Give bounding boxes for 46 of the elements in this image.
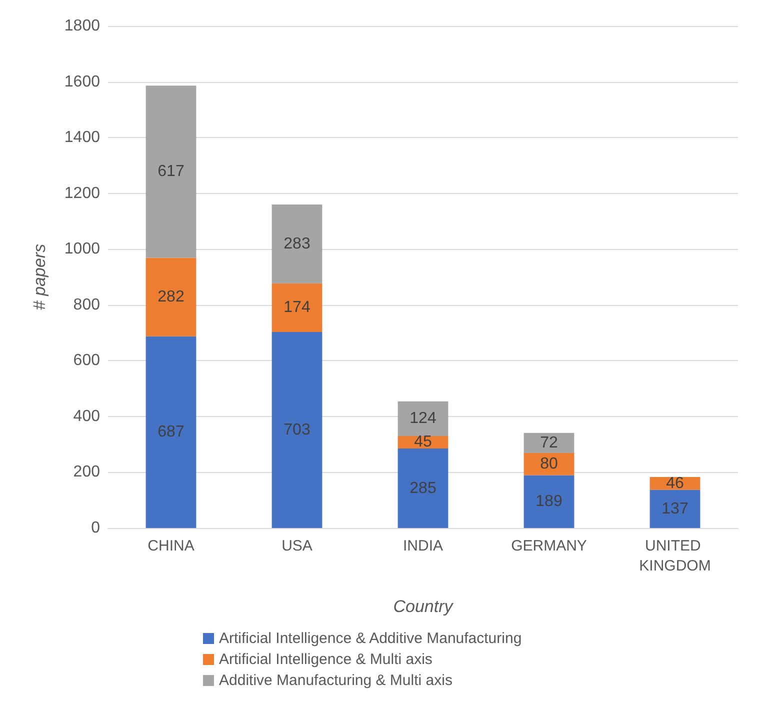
y-tick-label: 1600 xyxy=(64,73,100,90)
data-label: 72 xyxy=(540,434,558,452)
bar xyxy=(146,258,196,336)
x-tick-label: UNITED KINGDOM xyxy=(639,538,711,574)
bar xyxy=(524,452,574,476)
bar xyxy=(650,490,700,528)
data-label: 45 xyxy=(414,434,432,451)
y-tick-label: 1000 xyxy=(64,240,100,258)
data-label: 283 xyxy=(284,235,310,252)
data-label: 46 xyxy=(666,474,684,492)
y-axis-title: # papers xyxy=(30,243,49,310)
y-tick-label: 0 xyxy=(91,520,100,536)
bar xyxy=(272,283,322,332)
data-label: 189 xyxy=(536,493,562,510)
y-tick-label: 400 xyxy=(73,408,100,425)
bar xyxy=(146,86,196,258)
bar xyxy=(272,204,322,284)
bar xyxy=(398,401,448,436)
data-label: 80 xyxy=(540,456,558,473)
x-axis-title: Country xyxy=(393,597,454,616)
data-label: 285 xyxy=(410,480,436,497)
data-label: 137 xyxy=(662,500,688,518)
y-tick-label: 600 xyxy=(73,352,100,370)
bar xyxy=(524,432,574,453)
x-tick-label: CHINA xyxy=(148,538,194,554)
y-tick-label: 1800 xyxy=(64,18,100,34)
legend-label: Additive Manufacturing & Multi axis xyxy=(219,672,452,689)
y-tick-label: 800 xyxy=(73,296,100,314)
bar xyxy=(146,336,196,528)
legend-label: Artificial Intelligence & Multi axis xyxy=(219,651,432,668)
x-tick-label: GERMANY xyxy=(511,538,587,554)
legend-label: Artificial Intelligence & Additive Manufacturing xyxy=(219,630,522,647)
bar xyxy=(272,332,322,528)
bar xyxy=(524,475,574,528)
x-tick-label: USA xyxy=(282,538,312,554)
data-label: 687 xyxy=(158,424,184,441)
x-tick-label: INDIA xyxy=(402,538,444,554)
y-tick-label: 1400 xyxy=(64,129,100,146)
y-tick-label: 1200 xyxy=(64,184,100,202)
bar xyxy=(398,448,448,528)
y-tick-label: 200 xyxy=(73,464,100,481)
data-label: 174 xyxy=(284,299,310,316)
data-label: 282 xyxy=(158,288,184,306)
data-label: 617 xyxy=(158,163,184,180)
data-label: 703 xyxy=(284,421,310,438)
data-label: 124 xyxy=(410,410,436,428)
